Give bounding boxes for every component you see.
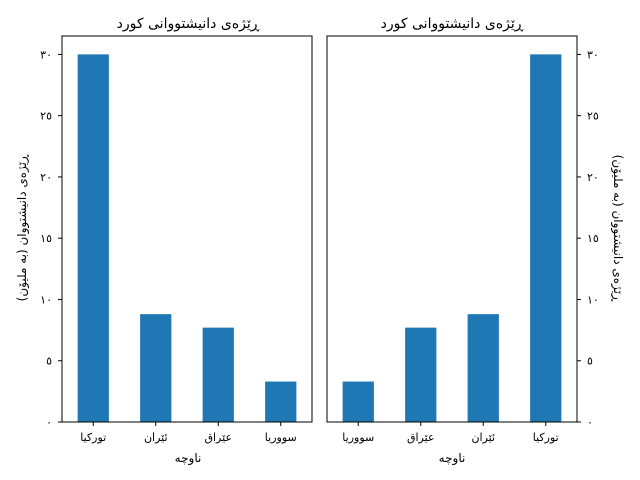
right-chart-ytick-label-2: ٥ bbox=[587, 355, 593, 368]
right-chart-ylabel: ڕێژەی دانیشتووان (بە ملیۆن) bbox=[610, 155, 625, 302]
left-chart-xtick-label-1: تورکیا bbox=[80, 431, 106, 444]
right-chart-plot: سووریا عێراق ئێران تورکیا ٠ ٥ ١٠ ١٥ ٢٠ ٢٥ ٣٠ bbox=[326, 35, 599, 444]
left-chart-bar-2 bbox=[140, 314, 172, 422]
right-chart-xtick-label-1: سووریا bbox=[342, 431, 374, 444]
left-chart-ytick-label-6: ٢٥ bbox=[40, 110, 52, 123]
right-chart-xtick-label-2: عێراق bbox=[407, 431, 435, 444]
left-chart-ytick-label-3: ١٠ bbox=[40, 293, 52, 306]
right-chart-ytick-label-3: ١٠ bbox=[587, 293, 599, 306]
left-chart-plot: تورکیا ئێران عێراق سووریا ٠ ٥ ١٠ ١٥ ٢٠ ٢٥ ٣٠ bbox=[40, 35, 313, 444]
right-chart-ytick-label-6: ٢٥ bbox=[587, 110, 599, 123]
right-chart-xtick-label-3: ئێران bbox=[471, 431, 495, 444]
left-chart-ytick-label-7: ٣٠ bbox=[40, 48, 52, 61]
left-chart-ytick-label-1: ٠ bbox=[46, 416, 52, 429]
right-chart-title: ڕێژەی دانیشتووانی کورد bbox=[381, 16, 524, 32]
left-chart-xtick-label-3: عێراق bbox=[204, 431, 232, 444]
right-chart-frame bbox=[326, 35, 578, 423]
left-chart-bar-3 bbox=[202, 327, 234, 422]
right-chart-ytick-label-4: ١٥ bbox=[587, 232, 599, 245]
left-chart-panel: ڕێژەی دانیشتووانی کورد ناوچە ڕێژەی دانیش… bbox=[15, 16, 313, 466]
left-chart-xtick-label-4: سووریا bbox=[265, 431, 297, 444]
left-chart-xtick-label-2: ئێران bbox=[144, 431, 168, 444]
right-chart-panel: ڕێژەی دانیشتووانی کورد ناوچە ڕێژەی دانیش… bbox=[326, 16, 625, 466]
left-chart-xlabel: ناوچە bbox=[175, 451, 202, 466]
left-chart-ylabel: ڕێژەی دانیشتووان (بە ملیۆن) bbox=[15, 154, 30, 301]
right-chart-bar-1 bbox=[342, 381, 374, 422]
left-chart-frame bbox=[61, 35, 313, 423]
left-chart-bar-1 bbox=[77, 54, 109, 422]
right-chart-bar-4 bbox=[530, 54, 562, 422]
left-chart-title: ڕێژەی دانیشتووانی کورد bbox=[117, 16, 260, 32]
left-chart-ytick-label-4: ١٥ bbox=[40, 232, 52, 245]
right-chart-xlabel: ناوچە bbox=[439, 451, 466, 466]
left-chart-bar-4 bbox=[265, 381, 297, 422]
right-chart-ytick-label-1: ٠ bbox=[587, 416, 593, 429]
left-chart-ytick-label-2: ٥ bbox=[46, 355, 52, 368]
right-chart-bar-3 bbox=[467, 314, 499, 422]
right-chart-ytick-label-5: ٢٠ bbox=[587, 171, 599, 184]
right-chart-bar-2 bbox=[405, 327, 437, 422]
right-chart-ytick-label-7: ٣٠ bbox=[587, 48, 599, 61]
right-chart-xtick-label-4: تورکیا bbox=[533, 431, 559, 444]
left-chart-ytick-label-5: ٢٠ bbox=[40, 171, 52, 184]
